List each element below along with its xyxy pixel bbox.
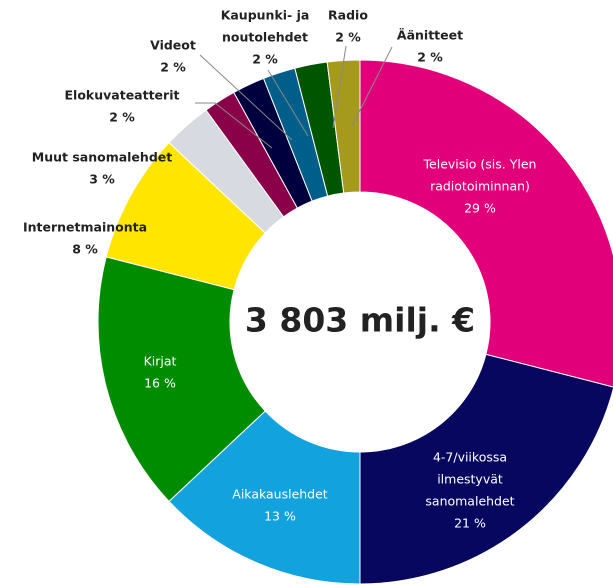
value-label: 2 % — [160, 60, 186, 75]
segment-label: radiotoiminnan) — [430, 179, 530, 194]
segment-label: noutolehdet — [222, 30, 308, 45]
segment-label: Aikakauslehdet — [232, 487, 328, 502]
value-label: 2 % — [417, 50, 443, 65]
segment-label: Videot — [150, 38, 196, 53]
segment-label: Muut sanomalehdet — [32, 150, 172, 165]
segment-label: Radio — [328, 8, 368, 23]
donut-segment — [359, 353, 613, 585]
value-label: 3 % — [89, 172, 115, 187]
donut-segment — [359, 59, 613, 388]
leader-line — [199, 54, 293, 141]
value-label: 2 % — [252, 52, 278, 67]
segment-label: 4-7/viikossa — [433, 450, 507, 465]
segment-label: Äänitteet — [397, 28, 463, 43]
value-label: 2 % — [335, 30, 361, 45]
segment-label: Elokuvateatterit — [65, 88, 180, 103]
leader-line — [351, 46, 393, 127]
donut-segment — [326, 59, 361, 194]
value-label: 16 % — [144, 376, 176, 391]
leader-line — [332, 45, 347, 129]
leader-line — [195, 102, 273, 149]
segment-label: Kirjat — [144, 354, 177, 369]
segment-label: sanomalehdet — [425, 494, 514, 509]
segment-label: Televisio (sis. Ylen — [423, 157, 537, 172]
value-label: 2 % — [109, 110, 135, 125]
center-label: 3 803 milj. € — [245, 301, 475, 340]
value-label: 8 % — [72, 242, 98, 257]
donut-segment — [97, 256, 266, 503]
value-label: 29 % — [464, 201, 496, 216]
leader-line — [267, 69, 309, 137]
value-label: 13 % — [264, 509, 296, 524]
value-label: 21 % — [454, 516, 486, 531]
segment-label: Internetmainonta — [23, 220, 147, 235]
segment-label: Kaupunki- ja — [221, 8, 310, 23]
segment-label: ilmestyvät — [437, 472, 503, 487]
